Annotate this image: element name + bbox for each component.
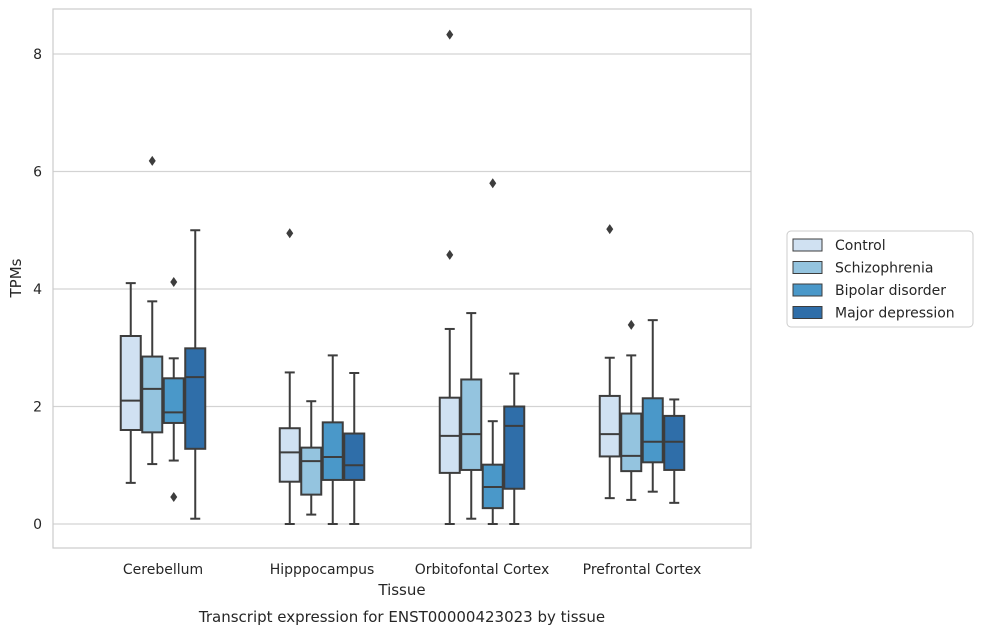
box-schizophrenia-orbitofontal-cortex xyxy=(460,312,483,520)
box-bipolar-disorder-orbitofontal-cortex xyxy=(481,178,504,525)
y-tick-label: 8 xyxy=(33,47,42,63)
box-body xyxy=(119,335,142,431)
box-control-cerebellum xyxy=(119,282,142,484)
x-axis-label: Tissue xyxy=(377,581,425,599)
outlier-point xyxy=(446,29,454,40)
chart-caption: Transcript expression for ENST0000042302… xyxy=(198,608,605,626)
x-tick-label: Cerebellum xyxy=(123,562,203,578)
legend-frame xyxy=(786,230,974,328)
x-tick-labels: Cerebellum Hipppocampus Orbitofontal Corte… xyxy=(123,562,701,578)
box-body xyxy=(278,427,301,483)
y-axis-label: TPMs xyxy=(7,258,25,298)
box-major-depression-cerebellum xyxy=(184,229,207,520)
y-tick-label: 6 xyxy=(33,165,42,181)
outlier-point xyxy=(148,155,156,166)
box-control-prefrontal-cortex xyxy=(598,224,621,500)
legend-swatch xyxy=(792,238,823,252)
legend-swatch xyxy=(792,283,823,297)
box-body xyxy=(343,432,366,481)
box-major-depression-hipppocampus xyxy=(343,372,366,525)
box-body xyxy=(641,397,664,464)
box-bipolar-disorder-prefrontal-cortex xyxy=(641,319,664,493)
x-tick-label: Hipppocampus xyxy=(270,562,375,578)
box-control-hipppocampus xyxy=(278,228,301,525)
legend-label: Schizophrenia xyxy=(835,261,933,277)
box-body xyxy=(663,414,686,471)
box-control-orbitofontal-cortex xyxy=(438,29,461,525)
box-schizophrenia-cerebellum xyxy=(141,155,164,466)
outlier-point xyxy=(627,319,635,330)
legend-swatch xyxy=(792,261,823,274)
outlier-point xyxy=(489,178,497,189)
outlier-point xyxy=(170,276,178,287)
box-body xyxy=(141,355,164,434)
box-body xyxy=(300,446,323,496)
y-tick-labels: 0 2 4 6 8 xyxy=(33,47,42,533)
outlier-point xyxy=(286,228,294,239)
boxes xyxy=(119,29,686,525)
y-tick-label: 4 xyxy=(33,282,42,298)
box-bipolar-disorder-hipppocampus xyxy=(321,354,344,525)
box-body xyxy=(598,394,621,458)
outlier-point xyxy=(606,224,614,235)
legend: Control Schizophrenia Bipolar disorder Majo… xyxy=(786,230,974,328)
plot-frame xyxy=(52,8,752,549)
box-schizophrenia-hipppocampus xyxy=(300,400,323,516)
y-tick-label: 0 xyxy=(33,517,42,533)
box-body xyxy=(620,412,643,473)
box-major-depression-prefrontal-cortex xyxy=(663,398,686,504)
y-tick-label: 2 xyxy=(33,400,42,416)
box-body xyxy=(503,405,526,490)
legend-swatch xyxy=(792,306,823,319)
box-body xyxy=(184,347,207,450)
box-body xyxy=(321,421,344,481)
box-bipolar-disorder-cerebellum xyxy=(162,276,185,502)
legend-label: Major depression xyxy=(835,306,955,322)
outlier-point xyxy=(446,249,454,260)
x-tick-label: Orbitofontal Cortex xyxy=(415,562,550,578)
legend-label: Control xyxy=(835,238,886,254)
outlier-point xyxy=(170,491,178,502)
box-schizophrenia-prefrontal-cortex xyxy=(620,319,643,501)
box-body xyxy=(162,377,185,424)
box-major-depression-orbitofontal-cortex xyxy=(503,372,526,525)
box-body xyxy=(460,378,483,471)
x-tick-label: Prefrontal Cortex xyxy=(583,562,702,578)
legend-label: Bipolar disorder xyxy=(835,283,946,299)
